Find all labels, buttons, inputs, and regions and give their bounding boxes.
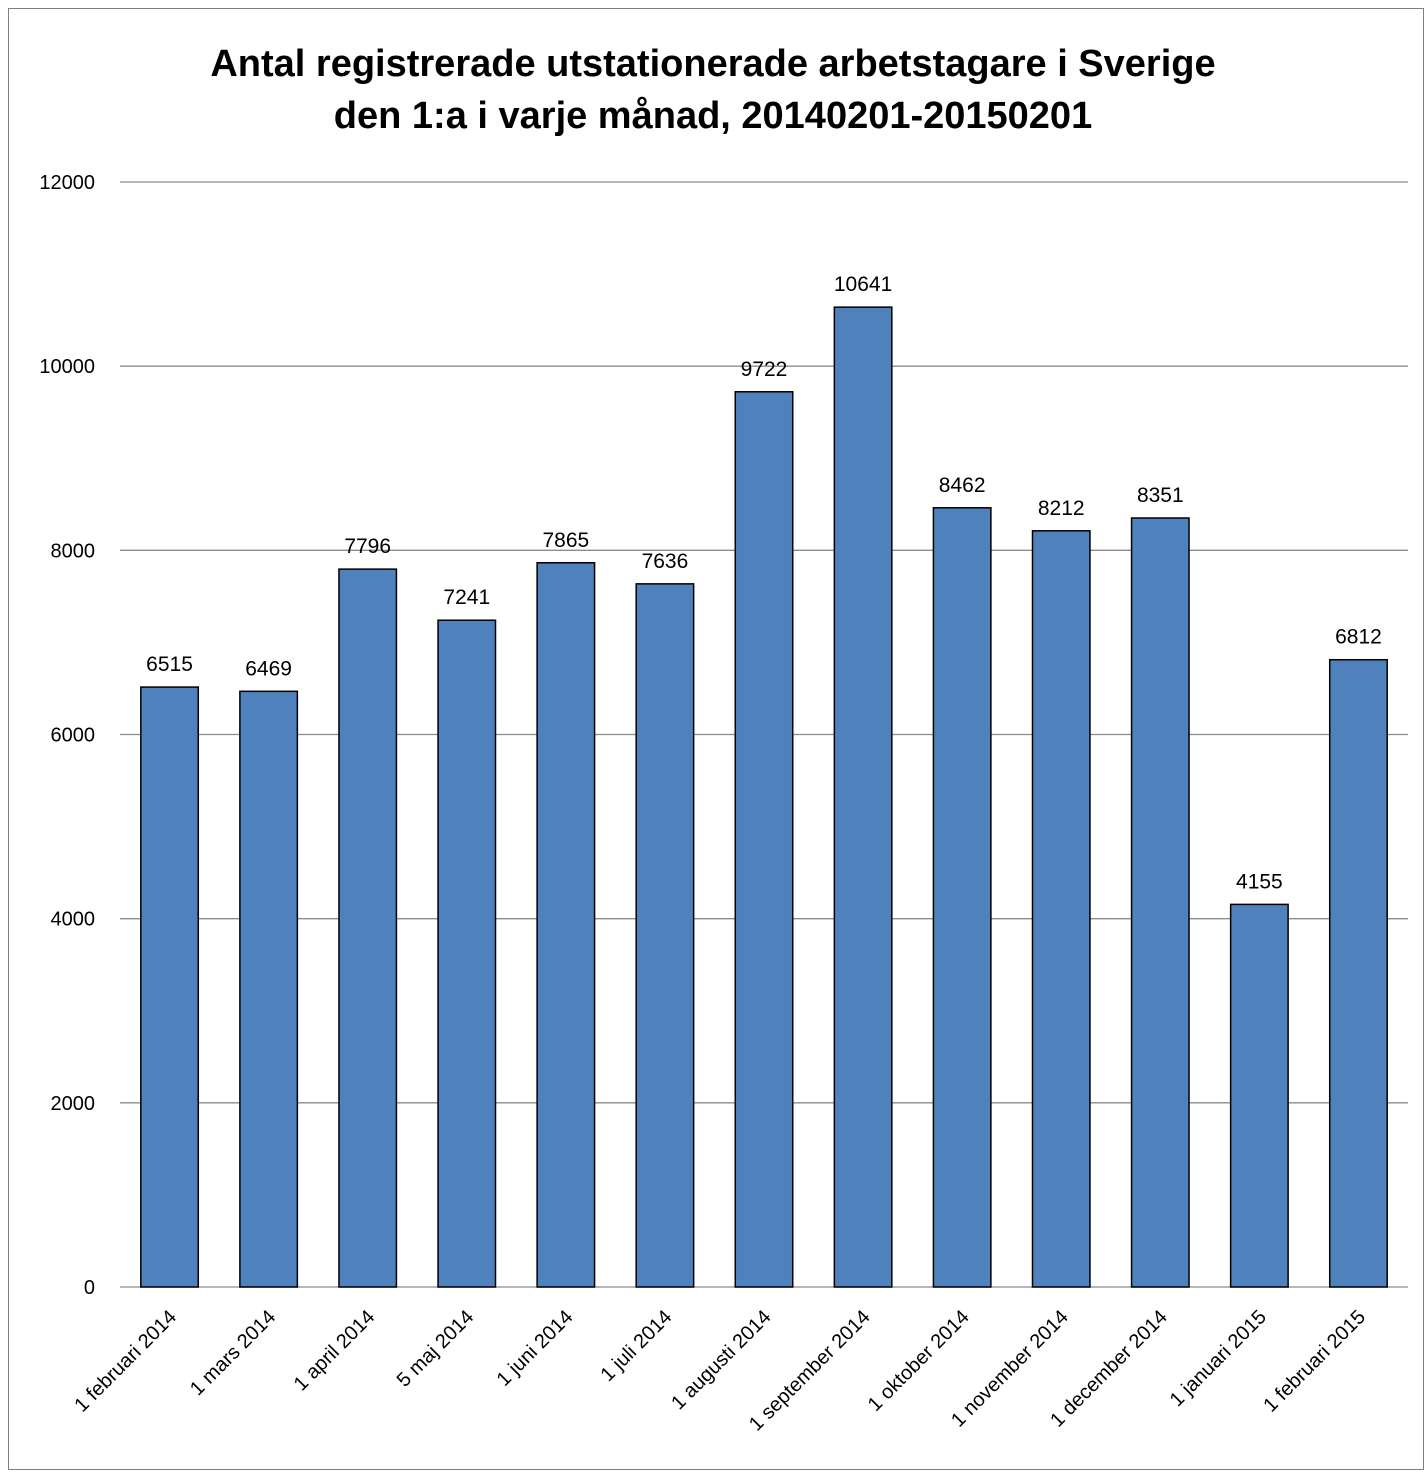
y-tick-label-4: 8000 bbox=[51, 540, 96, 562]
x-tick-label-0: 1 februari 2014 bbox=[70, 1306, 181, 1417]
data-label-11: 4155 bbox=[1236, 870, 1283, 893]
bar-3 bbox=[437, 619, 497, 1288]
x-tick-label-2: 1 april 2014 bbox=[290, 1306, 379, 1395]
y-tick-label-1: 2000 bbox=[51, 1093, 96, 1115]
bar-4 bbox=[536, 562, 596, 1288]
bar-2 bbox=[338, 568, 398, 1288]
chart-title-line-1: Antal registrerade utstationerade arbets… bbox=[210, 43, 1216, 85]
x-tick-label-1: 1 mars 2014 bbox=[186, 1306, 280, 1400]
chart-title: Antal registrerade utstationerade arbets… bbox=[0, 38, 1426, 142]
y-tick-label-5: 10000 bbox=[39, 356, 95, 378]
data-labels: 6515 6469 7796 7241 7865 7636 9722 10641 8462 821… bbox=[146, 273, 1382, 893]
data-label-10: 8351 bbox=[1137, 484, 1184, 507]
x-tick-label-4: 1 juni 2014 bbox=[493, 1306, 578, 1391]
bar-12 bbox=[1328, 658, 1388, 1288]
data-label-6: 9722 bbox=[741, 358, 788, 381]
bars bbox=[140, 306, 1388, 1288]
x-tick-label-3: 5 maj 2014 bbox=[393, 1306, 479, 1392]
bar-10 bbox=[1130, 517, 1190, 1288]
x-tick-label-8: 1 oktober 2014 bbox=[864, 1306, 974, 1416]
data-label-7: 10641 bbox=[834, 273, 892, 296]
data-label-9: 8212 bbox=[1038, 497, 1085, 520]
data-label-0: 6515 bbox=[146, 653, 193, 676]
bar-11 bbox=[1229, 903, 1289, 1288]
bar-7 bbox=[833, 306, 893, 1288]
y-tick-label-2: 4000 bbox=[51, 909, 96, 931]
y-tick-label-0: 0 bbox=[84, 1277, 95, 1299]
data-label-12: 6812 bbox=[1335, 626, 1382, 649]
bar-9 bbox=[1031, 530, 1091, 1288]
bar-6 bbox=[734, 391, 794, 1288]
bar-8 bbox=[932, 507, 992, 1288]
chart-title-line-2: den 1:a i varje månad, 20140201-20150201 bbox=[333, 95, 1093, 137]
data-label-8: 8462 bbox=[939, 474, 986, 497]
bar-1 bbox=[239, 690, 299, 1288]
bar-5 bbox=[635, 583, 695, 1288]
bar-0 bbox=[140, 686, 200, 1288]
data-label-3: 7241 bbox=[443, 586, 490, 609]
y-tick-label-6: 12000 bbox=[39, 172, 95, 194]
data-label-1: 6469 bbox=[245, 657, 292, 680]
x-tick-label-12: 1 februari 2015 bbox=[1259, 1306, 1370, 1417]
y-tick-label-3: 6000 bbox=[51, 725, 96, 747]
x-axis-labels: 1 februari 2014 1 mars 2014 1 april 2014 5 … bbox=[70, 1306, 1370, 1436]
data-label-5: 7636 bbox=[642, 550, 689, 573]
data-label-4: 7865 bbox=[542, 529, 589, 552]
x-tick-label-6: 1 augusti 2014 bbox=[667, 1306, 775, 1414]
y-axis-labels: 0 2000 4000 6000 8000 10000 12000 bbox=[39, 172, 95, 1299]
data-label-2: 7796 bbox=[344, 535, 391, 558]
x-tick-label-11: 1 januari 2015 bbox=[1166, 1306, 1271, 1411]
x-tick-label-5: 1 juli 2014 bbox=[596, 1306, 676, 1386]
